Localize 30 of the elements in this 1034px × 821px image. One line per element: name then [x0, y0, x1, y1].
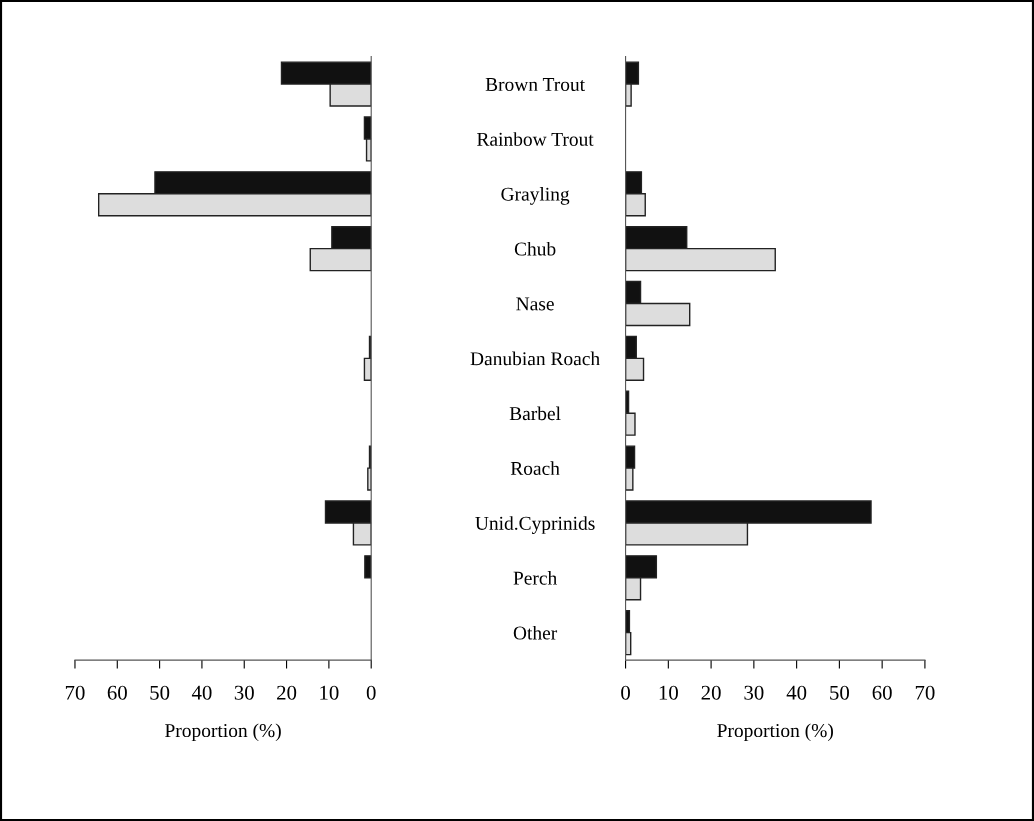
- bar: [364, 555, 372, 579]
- y-tick-label: Grayling: [501, 187, 570, 205]
- y-tick-label: Rainbow Trout: [477, 132, 594, 146]
- x-tick-label: 30: [234, 685, 254, 700]
- y-tick-label: Brown Trout: [485, 78, 585, 92]
- y-tick-label: Chub: [514, 241, 556, 256]
- x-tick-label: 10: [659, 685, 678, 700]
- x-tick-label: 70: [65, 685, 85, 700]
- y-tick-label: Roach: [510, 461, 560, 476]
- x-tick-label: 20: [701, 685, 721, 700]
- x-tick-label: 0: [621, 685, 630, 700]
- x-tick-label: 50: [150, 685, 170, 700]
- y-tick-label: Unid.Cyprinids: [475, 516, 595, 534]
- y-tick-label: Perch: [513, 571, 557, 585]
- x-tick-label: 0: [366, 685, 376, 700]
- x-tick-label: 40: [786, 685, 807, 700]
- x-axis-title: Proportion (%): [165, 723, 281, 742]
- y-tick-label: Nase: [516, 297, 554, 311]
- y-tick-label: Barbel: [509, 406, 561, 421]
- x-tick-label: 60: [872, 685, 892, 700]
- x-tick-label: 20: [277, 685, 297, 700]
- x-tick-label: 50: [830, 685, 850, 700]
- x-tick-label: 70: [915, 685, 935, 700]
- x-tick-label: 40: [191, 685, 212, 700]
- x-tick-label: 60: [107, 685, 127, 700]
- y-tick-label: Danubian Roach: [470, 351, 600, 366]
- x-axis-title: Proportion (%): [717, 723, 833, 742]
- y-tick-label: Other: [513, 625, 558, 640]
- x-tick-label: 10: [320, 685, 339, 700]
- x-tick-label: 30: [744, 685, 764, 700]
